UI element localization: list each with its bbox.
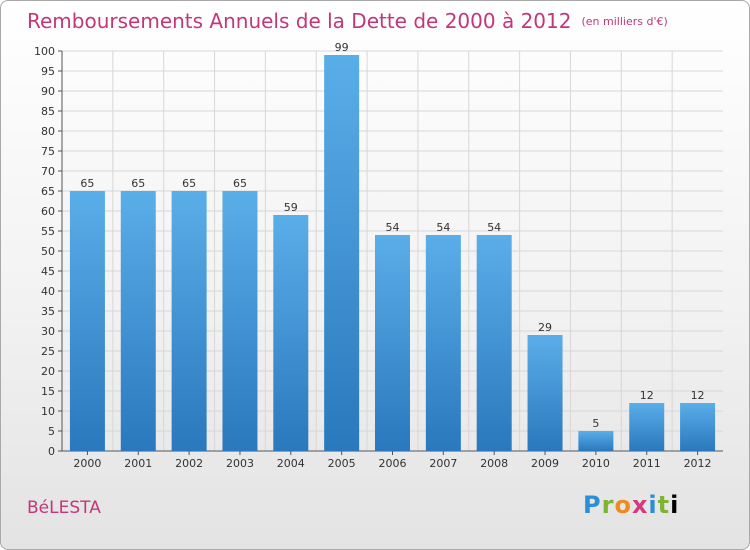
y-tick-label: 80 <box>41 125 55 138</box>
proxiti-logo: Proxiti <box>583 491 680 519</box>
y-tick-label: 90 <box>41 85 55 98</box>
bar-2010 <box>578 431 614 451</box>
y-tick-label: 50 <box>41 245 55 258</box>
x-tick-label-2011: 2011 <box>633 457 661 470</box>
x-tick-label-2000: 2000 <box>73 457 101 470</box>
bar-2002 <box>171 191 207 451</box>
bar-2011 <box>629 403 665 451</box>
x-tick-label-2009: 2009 <box>531 457 559 470</box>
y-tick-label: 100 <box>34 45 55 58</box>
data-label-2008: 54 <box>487 221 501 234</box>
data-label-2010: 5 <box>592 417 599 430</box>
bar-2005 <box>324 55 360 451</box>
bar-2006 <box>375 235 410 451</box>
data-label-2001: 65 <box>131 177 145 190</box>
y-tick-label: 15 <box>41 385 55 398</box>
bar-2000 <box>69 191 105 451</box>
y-tick-label: 45 <box>41 265 55 278</box>
bar-2007 <box>425 235 461 451</box>
commune-name: BéLESTA <box>27 498 101 518</box>
chart-unit: (en milliers d'€) <box>581 15 668 28</box>
x-tick-label-2012: 2012 <box>684 457 712 470</box>
bars <box>69 55 716 451</box>
data-label-2000: 65 <box>80 177 94 190</box>
y-tick-label: 65 <box>41 185 55 198</box>
y-tick-label: 0 <box>48 445 55 458</box>
y-tick-label: 25 <box>41 345 55 358</box>
x-tick-label-2004: 2004 <box>277 457 305 470</box>
data-label-2007: 54 <box>436 221 450 234</box>
bar-2004 <box>273 215 309 451</box>
data-labels: 65 65 65 65 59 99 54 54 54 29 5 12 12 <box>80 41 704 430</box>
data-label-2003: 65 <box>233 177 247 190</box>
y-tick-label: 95 <box>41 65 55 78</box>
data-label-2011: 12 <box>640 389 654 402</box>
y-tick-label: 60 <box>41 205 55 218</box>
y-tick-label: 20 <box>41 365 55 378</box>
bar-2009 <box>527 335 563 451</box>
bar-2012 <box>680 403 716 451</box>
data-label-2012: 12 <box>691 389 705 402</box>
data-label-2006: 54 <box>386 221 400 234</box>
x-tick-label-2008: 2008 <box>480 457 508 470</box>
data-label-2005: 99 <box>335 41 349 54</box>
bar-2003 <box>222 191 258 451</box>
y-tick-label: 5 <box>48 425 55 438</box>
y-tick-label: 10 <box>41 405 55 418</box>
x-tick-label-2010: 2010 <box>582 457 610 470</box>
y-tick-label: 85 <box>41 105 55 118</box>
y-tick-label: 70 <box>41 165 55 178</box>
data-label-2002: 65 <box>182 177 196 190</box>
data-label-2004: 59 <box>284 201 298 214</box>
x-tick-label-2002: 2002 <box>175 457 203 470</box>
chart-title: Remboursements Annuels de la Dette de 20… <box>27 9 668 33</box>
y-tick-label: 55 <box>41 225 55 238</box>
y-tick-label: 75 <box>41 145 55 158</box>
bar-2001 <box>120 191 156 451</box>
data-label-2009: 29 <box>538 321 552 334</box>
y-tick-label: 40 <box>41 285 55 298</box>
y-tick-label: 30 <box>41 325 55 338</box>
x-tick-label-2007: 2007 <box>429 457 457 470</box>
x-tick-label-2006: 2006 <box>379 457 407 470</box>
chart-title-text: Remboursements Annuels de la Dette de 20… <box>27 9 572 33</box>
y-tick-label: 35 <box>41 305 55 318</box>
bar-2008 <box>476 235 512 451</box>
x-tick-label-2001: 2001 <box>124 457 152 470</box>
x-tick-label-2003: 2003 <box>226 457 254 470</box>
x-tick-label-2005: 2005 <box>328 457 356 470</box>
